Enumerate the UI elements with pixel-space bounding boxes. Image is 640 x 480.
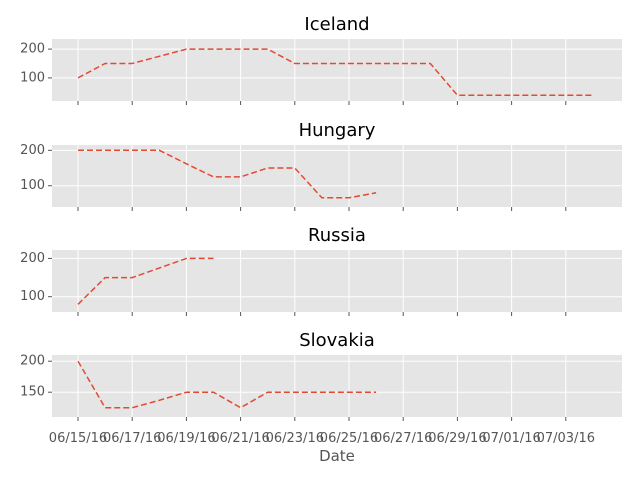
x-tick-label: 06/27/16 [374,431,432,446]
x-tick-label: 06/25/16 [320,431,378,446]
x-axis-label: Date [319,447,355,465]
y-tick-label: 200 [20,354,45,369]
series-line-iceland [77,48,593,96]
y-tick-label: 100 [20,289,45,304]
series-line-russia [77,257,214,305]
plot-area-iceland [52,39,622,101]
panel-hungary: 100 200 Hungary [20,120,622,211]
x-tick-label: 07/03/16 [537,431,595,446]
panel-title-hungary: Hungary [299,120,376,141]
plot-area-russia [52,250,622,312]
y-tick-label: 150 [20,385,45,400]
x-tick-label: 07/01/16 [482,431,540,446]
panel-russia: 100 200 Russia [20,225,622,316]
y-tick-label: 200 [20,42,45,57]
y-tick-label: 100 [20,70,45,85]
panel-iceland: 100 200 Iceland [20,14,622,105]
x-tick-label: 06/23/16 [266,431,324,446]
y-tick-label: 200 [20,251,45,266]
x-tick-label: 06/17/16 [103,431,161,446]
plot-area-hungary [52,145,622,207]
series-line-hungary [78,149,377,199]
y-tick-label: 100 [20,178,45,193]
x-tick-label: 06/19/16 [157,431,215,446]
series-line-slovakia [77,360,377,409]
panel-title-slovakia: Slovakia [299,330,375,351]
panel-title-russia: Russia [308,225,366,246]
x-tick-label: 06/15/16 [49,431,107,446]
x-tick-label: 06/21/16 [211,431,269,446]
plot-area-slovakia [52,355,622,417]
panel-slovakia: 150 200 Slovakia [20,330,622,421]
y-tick-label: 200 [20,143,45,158]
panel-title-iceland: Iceland [304,14,369,35]
x-tick-label: 06/29/16 [428,431,486,446]
